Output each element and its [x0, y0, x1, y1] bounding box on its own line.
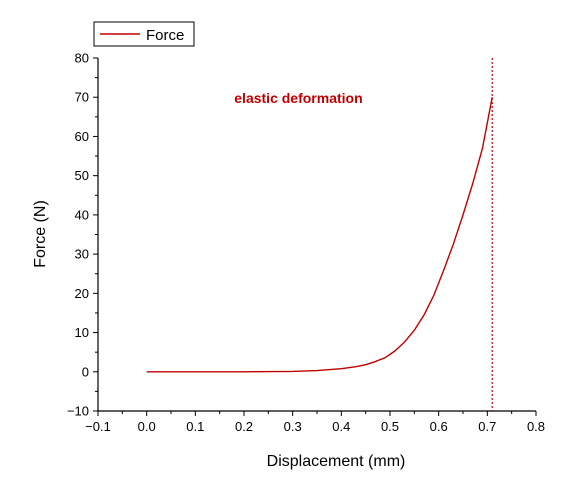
y-tick-label: 50	[75, 168, 89, 183]
y-tick-label: 60	[75, 129, 89, 144]
x-tick-label: 0.4	[332, 419, 350, 434]
legend-series-label: Force	[146, 27, 184, 44]
annotation-label: elastic deformation	[234, 90, 362, 106]
force-series-line	[146, 97, 493, 373]
axis-ticks	[93, 57, 537, 416]
y-axis-title: Force (N)	[32, 200, 49, 268]
series-layer	[146, 97, 493, 373]
x-tick-label: −0.1	[85, 419, 111, 434]
y-tick-label: 30	[75, 247, 89, 262]
annotation-layer: elastic deformation	[234, 90, 362, 106]
y-tick-label: 80	[75, 51, 89, 66]
y-tick-label: 10	[75, 325, 89, 340]
x-tick-label: 0.6	[430, 419, 448, 434]
x-tick-label: 0.7	[478, 419, 496, 434]
y-tick-label: 40	[75, 207, 89, 222]
axis-tick-labels: −0.1 0.0 0.1 0.2 0.3 0.4 0.5 0.6 0.7 0.8 −10 0 10 20 3…	[67, 51, 545, 435]
plot-frame	[97, 58, 536, 412]
y-tick-label: 20	[75, 286, 89, 301]
legend: Force	[93, 21, 195, 47]
x-tick-label: 0.2	[235, 419, 253, 434]
y-tick-label: 70	[75, 90, 89, 105]
x-tick-label: 0.5	[381, 419, 399, 434]
x-tick-label: 0.8	[527, 419, 545, 434]
x-tick-label: 0.3	[284, 419, 302, 434]
x-tick-label: 0.1	[186, 419, 204, 434]
x-tick-label: 0.0	[138, 419, 156, 434]
y-tick-label: −10	[67, 404, 89, 419]
x-axis-title: Displacement (mm)	[267, 453, 406, 470]
y-tick-label: 0	[82, 364, 89, 379]
